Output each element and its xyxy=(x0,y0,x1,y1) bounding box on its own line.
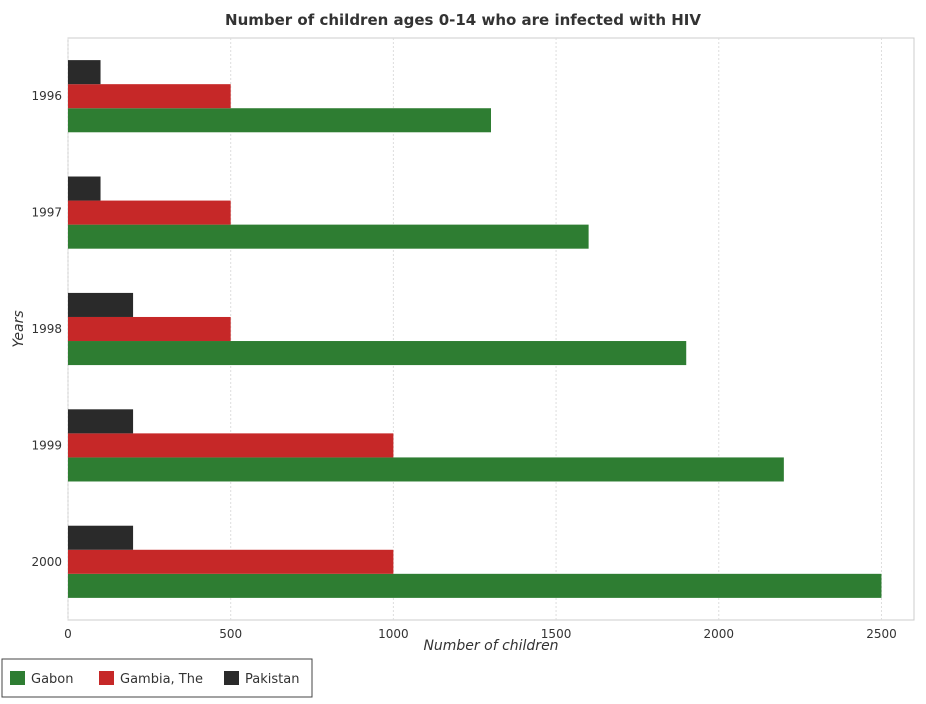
bar-gambia-the-2000 xyxy=(68,549,394,574)
bar-pakistan-1996 xyxy=(68,60,101,85)
bar-gabon-1997 xyxy=(68,224,589,249)
x-tick-label: 1000 xyxy=(378,627,409,641)
x-axis-label: Number of children xyxy=(423,638,558,654)
legend-swatch xyxy=(224,671,239,685)
x-tick-label: 1500 xyxy=(541,627,572,641)
legend-label: Gambia, The xyxy=(120,672,203,687)
x-tick-label: 2500 xyxy=(866,627,897,641)
bar-pakistan-1997 xyxy=(68,176,101,201)
bar-gabon-1999 xyxy=(68,457,784,482)
y-tick-label: 1997 xyxy=(31,206,62,220)
y-tick-label: 2000 xyxy=(31,555,62,569)
legend: Gabon Gambia, The Pakistan xyxy=(1,658,313,698)
x-tick-label: 0 xyxy=(64,627,72,641)
bar-pakistan-1998 xyxy=(68,292,134,317)
bar-gambia-the-1997 xyxy=(68,200,231,225)
bar-gambia-the-1998 xyxy=(68,316,231,342)
grid-lines xyxy=(67,38,882,620)
bars xyxy=(68,60,882,598)
bar-gabon-1998 xyxy=(68,341,687,366)
y-axis-label: Years xyxy=(11,310,27,347)
bar-gabon-1996 xyxy=(68,108,491,133)
legend-swatch xyxy=(99,671,114,685)
bar-gambia-the-1996 xyxy=(68,84,231,109)
x-tick-label: 500 xyxy=(219,627,242,641)
y-tick-label: 1996 xyxy=(31,89,62,103)
legend-label: Pakistan xyxy=(245,672,299,687)
y-axis-ticks: 1996 1997 1998 1999 2000 xyxy=(31,89,62,569)
legend-label: Gabon xyxy=(31,672,74,687)
y-tick-label: 1999 xyxy=(31,438,62,452)
x-tick-label: 2000 xyxy=(703,627,734,641)
bar-gabon-2000 xyxy=(68,573,882,598)
y-tick-label: 1998 xyxy=(31,322,62,336)
bar-pakistan-2000 xyxy=(68,525,134,550)
legend-box xyxy=(1,658,313,698)
bar-gambia-the-1999 xyxy=(68,433,394,458)
legend-swatch xyxy=(10,671,25,685)
bar-pakistan-1999 xyxy=(68,409,134,434)
x-axis-ticks: 0 500 1000 1500 2000 2500 xyxy=(64,627,897,641)
chart-title: Number of children ages 0-14 who are inf… xyxy=(225,11,701,29)
